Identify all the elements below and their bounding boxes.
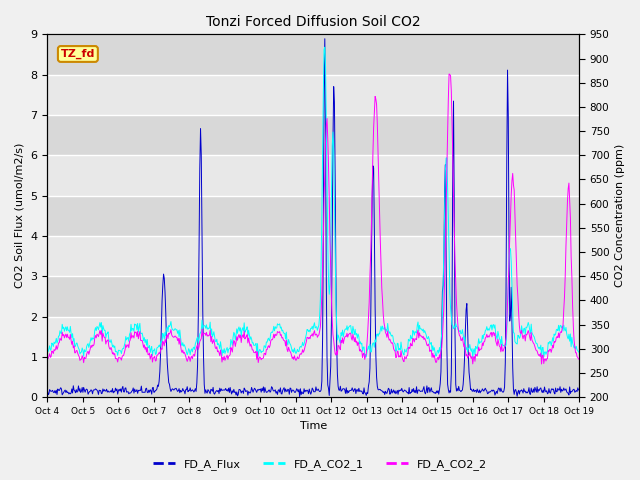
Title: Tonzi Forced Diffusion Soil CO2: Tonzi Forced Diffusion Soil CO2 [206, 15, 420, 29]
Text: TZ_fd: TZ_fd [61, 49, 95, 59]
X-axis label: Time: Time [300, 421, 327, 432]
Bar [47, 195, 579, 236]
Bar [47, 75, 579, 115]
Bar [47, 115, 579, 155]
Bar [47, 357, 579, 397]
Y-axis label: CO2 Concentration (ppm): CO2 Concentration (ppm) [615, 144, 625, 288]
Bar [47, 236, 579, 276]
Y-axis label: CO2 Soil Flux (umol/m2/s): CO2 Soil Flux (umol/m2/s) [15, 143, 25, 288]
Bar [47, 35, 579, 75]
Legend: FD_A_Flux, FD_A_CO2_1, FD_A_CO2_2: FD_A_Flux, FD_A_CO2_1, FD_A_CO2_2 [148, 455, 492, 474]
Bar [47, 155, 579, 195]
Bar [47, 316, 579, 357]
Bar [47, 276, 579, 316]
